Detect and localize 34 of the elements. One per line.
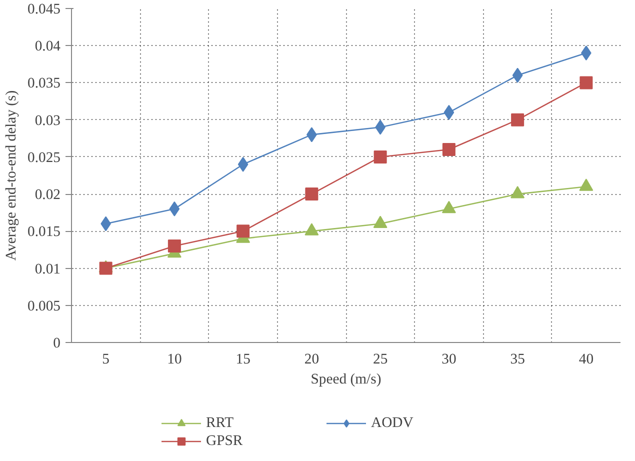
y-tick-label: 0.03 (34, 112, 61, 129)
x-tick-label: 15 (236, 352, 250, 368)
legend-label: AODV (371, 414, 414, 432)
x-tick-label: 40 (578, 352, 594, 368)
x-tick-label: 5 (102, 352, 110, 368)
x-tick-label: 25 (372, 352, 388, 368)
point (442, 143, 456, 156)
y-tick-label: 0.025 (28, 150, 61, 166)
legend-label: GPSR (206, 432, 244, 450)
point (374, 150, 387, 164)
y-tick-label: 0.02 (34, 187, 61, 204)
x-axis-title: Speed (m/s) (310, 372, 382, 388)
y-axis-title: Average end-to-end delay (s) (4, 90, 20, 261)
legend-label: RRT (206, 414, 235, 432)
y-tick-label: 0.015 (28, 224, 61, 240)
point (169, 201, 180, 216)
point (168, 240, 181, 253)
point (512, 68, 523, 83)
y-tick-label: 0 (53, 336, 60, 352)
point (580, 76, 593, 90)
y-tick-label: 0.04 (34, 38, 62, 55)
x-tick-label: 30 (442, 352, 456, 368)
point (236, 224, 250, 238)
y-tick-label: 0.005 (28, 298, 61, 314)
y-tick-label: 0.045 (28, 2, 61, 18)
y-tick-label: 0.01 (34, 261, 61, 278)
point (444, 104, 454, 120)
point (238, 156, 248, 172)
x-tick-label: 35 (510, 352, 525, 368)
x-tick-label: 20 (304, 352, 320, 368)
point (511, 113, 524, 126)
x-tick-label: 10 (167, 352, 182, 368)
point (305, 188, 318, 201)
y-tick-label: 0.035 (28, 76, 61, 92)
